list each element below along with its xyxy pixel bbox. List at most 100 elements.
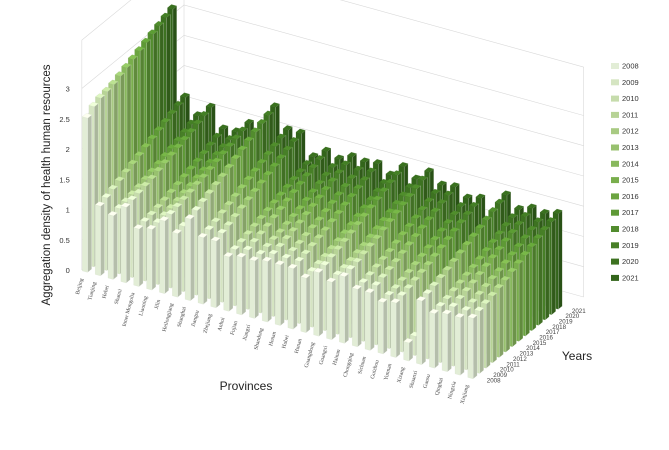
province-tick-label: Guangxi xyxy=(318,345,329,366)
bar-top-face xyxy=(390,257,401,263)
bar-top-face xyxy=(167,4,178,10)
bar-top-face xyxy=(353,165,364,171)
bar-top-face xyxy=(365,203,376,209)
bar-top-face xyxy=(481,246,492,252)
bar-top-face xyxy=(326,217,337,223)
bar-top-face xyxy=(332,270,343,276)
bar-top-face xyxy=(262,222,273,228)
bar-top-face xyxy=(237,126,248,132)
bar-top-face xyxy=(468,232,479,238)
bar-top-face xyxy=(513,259,524,265)
bar-top-face xyxy=(275,242,285,248)
bar-top-face xyxy=(480,299,491,305)
bar-top-face xyxy=(417,224,428,230)
bar-top-face xyxy=(441,309,452,315)
bar-top-face xyxy=(166,188,177,194)
bar xyxy=(120,202,131,284)
bar-front-face xyxy=(442,312,448,372)
bar-top-face xyxy=(527,203,537,209)
bar-top-face xyxy=(192,119,203,125)
bar-top-face xyxy=(377,297,388,303)
bar-top-face xyxy=(121,167,131,173)
bar-top-face xyxy=(546,217,557,223)
bar-top-face xyxy=(321,146,332,152)
bar-top-face xyxy=(127,159,138,165)
bar-top-face xyxy=(205,165,215,171)
legend-entry: 2019 xyxy=(622,241,639,250)
year-tick-label: 2021 xyxy=(572,308,586,315)
bar-top-face xyxy=(249,222,260,228)
bar-front-face xyxy=(429,312,435,369)
legend-swatch xyxy=(611,160,619,167)
y-axis-title: Years xyxy=(562,349,592,363)
bar-front-face xyxy=(120,205,127,284)
bar-side-face xyxy=(434,310,439,369)
bar-side-face xyxy=(126,203,131,284)
bar-top-face xyxy=(269,162,280,168)
legend-entry: 2014 xyxy=(622,159,639,168)
z-tick-label: 2.5 xyxy=(59,115,69,124)
bar-top-face xyxy=(333,209,344,215)
bar-top-face xyxy=(398,200,408,206)
bar-top-face xyxy=(243,136,254,142)
bar xyxy=(172,228,182,298)
bar-top-face xyxy=(261,256,272,262)
bar xyxy=(274,260,285,326)
bar-top-face xyxy=(404,222,415,228)
bar-top-face xyxy=(146,224,157,230)
bar-top-face xyxy=(487,238,498,244)
bar xyxy=(249,256,259,319)
bar-top-face xyxy=(404,192,415,198)
province-tick-label: Jiangsu xyxy=(191,310,201,328)
bar-top-face xyxy=(474,255,485,261)
bar-top-face xyxy=(256,119,267,125)
bar-top-face xyxy=(173,143,183,149)
bar-top-face xyxy=(281,220,292,226)
year-tick-label: 2017 xyxy=(546,329,560,336)
bar-side-face xyxy=(538,235,543,326)
legend: 2008 2009 2010 2011 2012 2013 2014 2015 2016 2017… xyxy=(611,62,639,282)
z-tick-label: 1.5 xyxy=(59,175,69,184)
bar-top-face xyxy=(250,127,261,133)
bar-top-face xyxy=(346,229,356,235)
bar-top-face xyxy=(340,160,351,166)
bar-top-face xyxy=(449,182,460,188)
bar-top-face xyxy=(95,93,106,99)
bar-side-face xyxy=(177,230,182,298)
bar-side-face xyxy=(473,314,478,380)
bar-top-face xyxy=(242,245,253,251)
bar-side-face xyxy=(532,243,537,331)
bar xyxy=(429,308,439,369)
bar-top-face xyxy=(287,246,298,252)
bar-top-face xyxy=(224,163,235,169)
bar xyxy=(210,236,221,309)
bar-top-face xyxy=(347,152,357,158)
bar-top-face xyxy=(82,113,92,119)
bar-top-face xyxy=(526,242,537,248)
legend-swatch xyxy=(611,177,619,184)
legend-swatch xyxy=(611,63,619,69)
bar-top-face xyxy=(204,189,215,195)
bar-top-face xyxy=(197,232,208,238)
bar-side-face xyxy=(525,252,530,337)
bar-top-face xyxy=(448,257,459,263)
year-tick-label: 2016 xyxy=(539,335,553,342)
bar-top-face xyxy=(101,193,112,199)
bar-top-face xyxy=(467,298,478,304)
legend-entry: 2012 xyxy=(622,127,639,136)
bar-front-face xyxy=(326,280,332,340)
bar-top-face xyxy=(288,212,299,218)
bar-top-face xyxy=(320,207,331,213)
bar xyxy=(313,267,324,337)
bar-top-face xyxy=(301,210,312,216)
bar-top-face xyxy=(429,308,439,314)
bar-top-face xyxy=(319,260,330,266)
x-axis-title: Provinces xyxy=(220,379,273,393)
bar-top-face xyxy=(256,214,267,220)
bar-top-face xyxy=(269,141,280,147)
bar xyxy=(454,312,465,376)
bar-top-face xyxy=(506,267,517,273)
bar-side-face xyxy=(492,292,497,364)
bar-top-face xyxy=(159,158,170,164)
bar-top-face xyxy=(404,240,414,246)
